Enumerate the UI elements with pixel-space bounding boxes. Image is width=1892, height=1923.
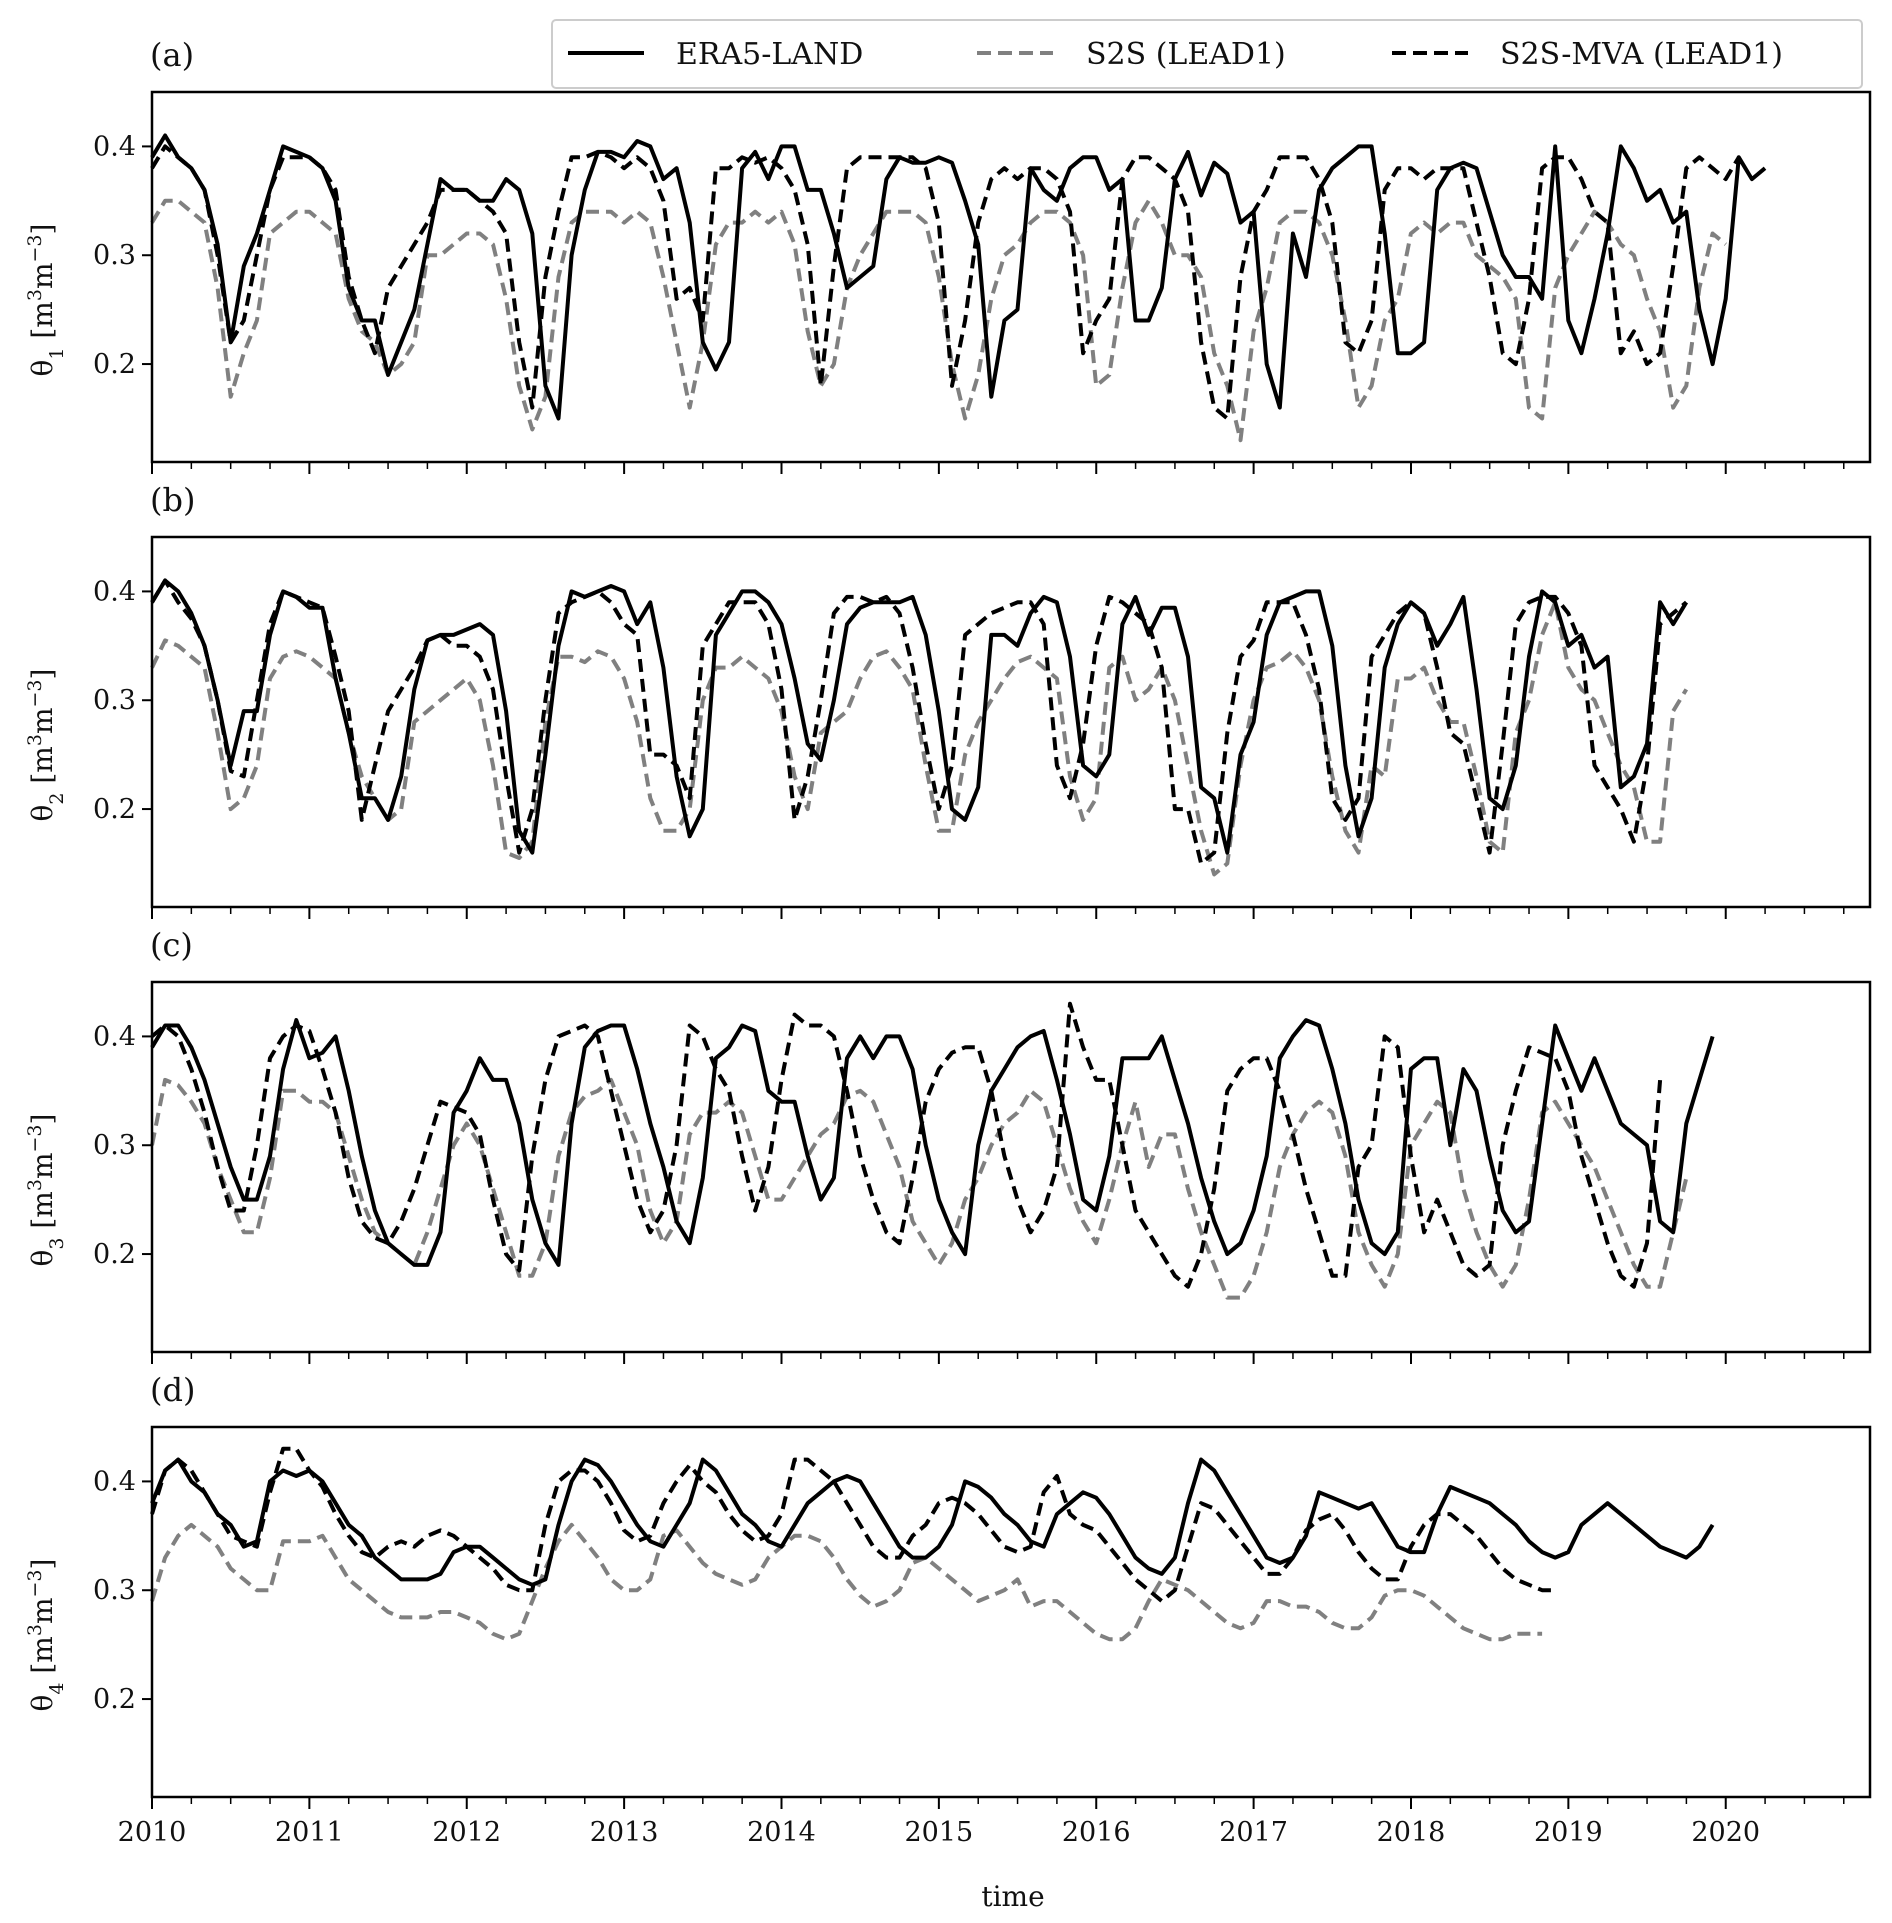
panel-label: (b) [150, 481, 195, 519]
series-line-s2s-mva-lead1 [150, 144, 1741, 421]
series-line-era5-land [150, 1457, 1715, 1587]
series-line-s2s-lead1 [150, 198, 1727, 443]
y-tick-label: 0.2 [93, 794, 136, 825]
y-tick-labels: 0.2 0.3 0.4 [93, 1466, 136, 1715]
x-tick-labels: 2010 2011 2012 2013 2014 2015 2016 2017 … [118, 1817, 1760, 1848]
x-tick-label: 2014 [747, 1817, 816, 1848]
series-line-s2s-mva-lead1 [150, 1446, 1556, 1604]
x-axis-label: time [981, 1880, 1044, 1913]
x-tick-label: 2012 [432, 1817, 501, 1848]
x-tick-label: 2017 [1219, 1817, 1288, 1848]
panel-label: (d) [150, 1371, 195, 1409]
y-tick-label: 0.3 [93, 1575, 136, 1606]
panel-d: (d) θ4 [m3m−3] 0.2 0.3 0.4 [24, 1371, 1872, 1809]
legend-label-era5: ERA5-LAND [676, 37, 863, 72]
legend: ERA5-LAND S2S (LEAD1) S2S-MVA (LEAD1) [551, 19, 1863, 89]
series-line-era5-land [150, 133, 1767, 421]
legend-frame [551, 19, 1863, 89]
plot-area [150, 578, 1689, 877]
y-tick-label: 0.4 [93, 1466, 136, 1497]
series-line-era5-land [150, 1018, 1715, 1267]
y-tick-label: 0.3 [93, 240, 136, 271]
x-tick-label: 2016 [1062, 1817, 1131, 1848]
panel-label: (a) [150, 36, 194, 74]
y-tick-label: 0.3 [93, 685, 136, 716]
y-tick-label: 0.4 [93, 131, 136, 162]
plot-frame [150, 90, 1872, 464]
series-line-era5-land [150, 578, 1689, 855]
y-tick-label: 0.4 [93, 1021, 136, 1052]
x-tick-label: 2013 [590, 1817, 659, 1848]
y-tick-label: 0.2 [93, 1684, 136, 1715]
y-tick-labels: 0.2 0.3 0.4 [93, 1021, 136, 1270]
x-tick-label: 2010 [118, 1817, 187, 1848]
panel-label: (c) [150, 926, 193, 964]
series-line-s2s-mva-lead1 [150, 1001, 1663, 1289]
plot-area [150, 133, 1767, 443]
plot-frame [150, 1425, 1872, 1799]
series-line-s2s-mva-lead1 [150, 578, 1688, 866]
plot-area [150, 1446, 1715, 1642]
plot-area [150, 1001, 1715, 1300]
legend-label-s2s-mva: S2S-MVA (LEAD1) [1500, 37, 1783, 72]
plot-frame [150, 535, 1872, 909]
y-tick-labels: 0.2 0.3 0.4 [93, 131, 136, 380]
series-line-s2s-lead1 [150, 600, 1689, 877]
x-tick-label: 2019 [1534, 1817, 1603, 1848]
y-tick-label: 0.2 [93, 1239, 136, 1270]
legend-label-s2s: S2S (LEAD1) [1086, 37, 1286, 72]
y-tick-label: 0.2 [93, 349, 136, 380]
series-line-s2s-lead1 [150, 1522, 1543, 1642]
x-tick-label: 2011 [275, 1817, 344, 1848]
x-tick-label: 2018 [1377, 1817, 1446, 1848]
y-tick-label: 0.4 [93, 576, 136, 607]
x-tick-label: 2020 [1691, 1817, 1760, 1848]
x-tick-label: 2015 [905, 1817, 974, 1848]
y-tick-label: 0.3 [93, 1130, 136, 1161]
y-tick-labels: 0.2 0.3 0.4 [93, 576, 136, 825]
plot-frame [150, 980, 1872, 1354]
